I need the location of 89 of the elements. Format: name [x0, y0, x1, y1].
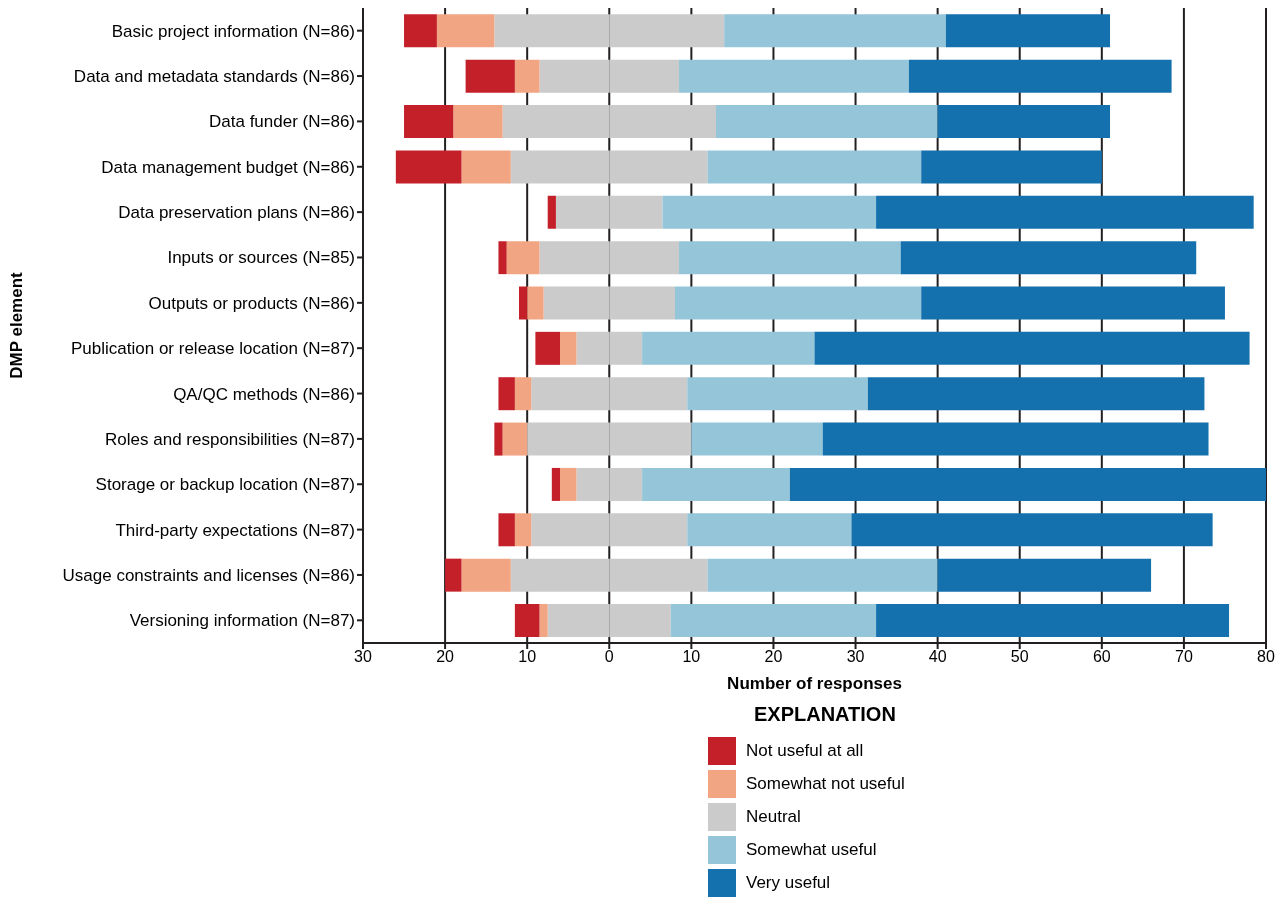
bar	[789, 467, 1266, 501]
bar	[539, 603, 548, 637]
bar	[867, 377, 1205, 411]
bar	[921, 286, 1225, 320]
x-tick-label: 0	[604, 648, 614, 666]
bar	[674, 286, 922, 320]
y-tick-label: Data and metadata standards (N=86)	[73, 67, 355, 87]
bar	[514, 513, 532, 547]
bar	[715, 105, 938, 139]
bar	[679, 241, 901, 275]
bar	[876, 603, 1230, 637]
bar	[518, 286, 528, 320]
bar	[900, 241, 1197, 275]
bar	[514, 377, 532, 411]
bar	[494, 422, 503, 456]
bar	[502, 422, 528, 456]
y-tick-label: Inputs or sources (N=85)	[167, 248, 355, 268]
x-tick-label: 30	[354, 648, 372, 666]
x-tick-label: 50	[1010, 648, 1029, 666]
x-tick-label: 20	[436, 648, 455, 666]
x-tick-label: 60	[1092, 648, 1111, 666]
bar	[560, 467, 577, 501]
y-tick-label: Data funder (N=86)	[209, 112, 355, 132]
bar	[514, 59, 540, 93]
bar	[436, 14, 495, 48]
bar	[921, 150, 1102, 184]
bar	[404, 14, 437, 48]
bar	[814, 331, 1250, 365]
y-tick-label: Basic project information (N=86)	[111, 21, 355, 41]
bar	[461, 150, 511, 184]
bar	[445, 558, 462, 592]
x-tick-label: 10	[682, 648, 701, 666]
bar	[670, 603, 877, 637]
bar	[560, 331, 577, 365]
bar	[453, 105, 503, 139]
bar	[395, 150, 462, 184]
y-axis-title: DMP element	[7, 271, 27, 379]
bar	[908, 59, 1172, 93]
bar	[535, 331, 561, 365]
bar	[514, 603, 540, 637]
y-tick-label: Outputs or products (N=86)	[148, 293, 355, 313]
bar	[551, 467, 561, 501]
y-tick-label: Usage constraints and licenses (N=86)	[62, 566, 355, 585]
bar	[527, 286, 544, 320]
y-tick-label: Data management budget (N=86)	[101, 157, 355, 177]
bar	[498, 377, 515, 411]
bar	[642, 331, 815, 365]
legend-label: Somewhat useful	[746, 839, 877, 860]
bar	[724, 14, 946, 48]
bar	[679, 59, 909, 93]
y-tick-label: Storage or backup location (N=87)	[95, 475, 355, 495]
legend-label: Neutral	[746, 806, 801, 827]
bar	[691, 422, 823, 456]
x-tick-label: 40	[928, 648, 947, 666]
bar	[465, 59, 515, 93]
legend-label: Not useful at all	[746, 740, 864, 761]
bar	[707, 558, 938, 592]
legend-label: Very useful	[746, 872, 831, 893]
bar	[937, 558, 1152, 592]
bar	[642, 467, 790, 501]
bar	[404, 105, 454, 139]
bar	[876, 195, 1254, 229]
x-tick-label: 70	[1175, 648, 1193, 666]
bar	[662, 195, 877, 229]
bar	[547, 195, 556, 229]
y-tick-label: QA/QC methods (N=86)	[173, 384, 355, 404]
bar	[461, 558, 511, 592]
y-tick-label: Publication or release location (N=87)	[71, 339, 355, 359]
bar	[822, 422, 1209, 456]
bar	[945, 14, 1111, 48]
bar	[498, 513, 515, 547]
bar	[707, 150, 922, 184]
bar	[687, 377, 868, 411]
x-axis-title: Number of responses	[727, 674, 902, 693]
x-tick-label: 80	[1257, 648, 1275, 666]
y-tick-label: Versioning information (N=87)	[129, 611, 355, 631]
bar	[937, 105, 1111, 139]
bar	[506, 241, 540, 275]
bar	[851, 513, 1213, 547]
y-tick-label: Third-party expectations (N=87)	[115, 520, 355, 540]
y-tick-label: Data preservation plans (N=86)	[118, 203, 355, 223]
legend-label: Somewhat not useful	[746, 773, 905, 794]
x-tick-label: 30	[846, 648, 865, 666]
x-tick-label: 10	[518, 648, 537, 666]
bar	[498, 241, 507, 275]
x-tick-label: 20	[764, 648, 783, 666]
y-tick-label: Roles and responsibilities (N=87)	[105, 429, 355, 449]
bar	[687, 513, 852, 547]
legend-title: EXPLANATION	[754, 703, 897, 726]
